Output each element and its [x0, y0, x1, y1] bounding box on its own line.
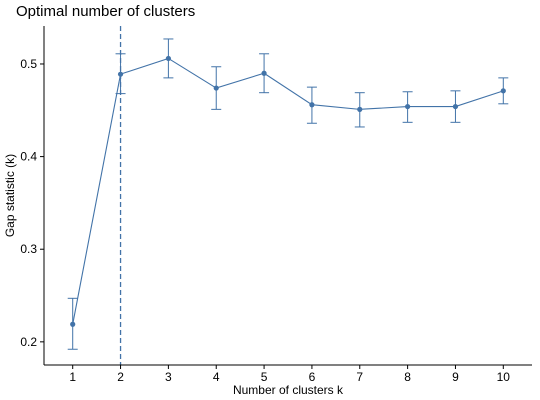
data-point-5: [261, 70, 267, 76]
x-tick-label-2: 2: [117, 370, 124, 384]
x-tick-label-10: 10: [497, 370, 511, 384]
data-point-9: [452, 103, 459, 110]
y-tick-label-0: 0.2: [20, 335, 37, 349]
y-axis-title: Gap statistic (k): [3, 154, 17, 237]
x-axis-title: Number of clusters k: [233, 383, 344, 397]
y-tick-label-1: 0.3: [20, 242, 37, 256]
data-point-7: [357, 106, 363, 112]
data-point-3: [165, 55, 171, 62]
x-tick-label-9: 9: [452, 370, 459, 384]
x-tick-label-8: 8: [404, 370, 411, 384]
data-point-10: [500, 88, 506, 94]
x-tick-label-3: 3: [165, 370, 172, 384]
data-point-6: [309, 102, 315, 108]
x-tick-label-4: 4: [213, 370, 220, 384]
data-point-1: [70, 321, 76, 327]
x-tick-label-6: 6: [309, 370, 316, 384]
y-tick-label-3: 0.5: [20, 57, 37, 71]
y-tick-label-2: 0.4: [20, 150, 37, 164]
data-point-2: [117, 71, 124, 77]
x-tick-label-7: 7: [356, 370, 363, 384]
series-line: [72, 57, 504, 325]
x-tick-label-5: 5: [261, 370, 268, 384]
data-point-4: [213, 85, 219, 91]
data-point-8: [405, 103, 411, 110]
x-tick-label-1: 1: [69, 370, 76, 384]
chart-title: Optimal number of clusters: [16, 3, 196, 20]
